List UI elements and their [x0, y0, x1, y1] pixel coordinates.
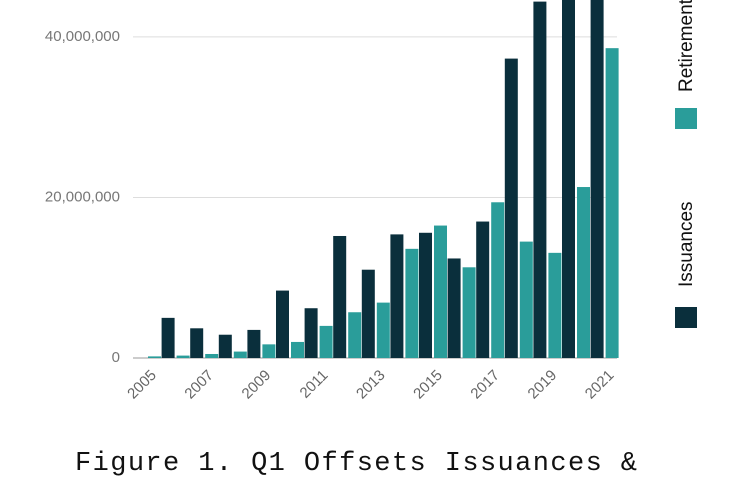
bar: [148, 356, 161, 358]
bar: [562, 0, 575, 358]
bar: [447, 258, 461, 358]
x-tick-label: 2011: [297, 367, 332, 402]
bar: [176, 355, 190, 358]
bar: [218, 334, 232, 358]
x-tick-label: 2019: [525, 367, 561, 403]
bar: [504, 58, 518, 358]
x-tick-label: 2007: [181, 367, 217, 403]
bar: [262, 344, 276, 358]
bar: [348, 312, 362, 358]
bar: [577, 187, 590, 358]
bar: [376, 302, 390, 358]
bar: [519, 241, 533, 358]
legend-label: Retirements: [676, 0, 697, 92]
bar: [233, 351, 247, 358]
x-tick-label: 2013: [353, 367, 389, 403]
bar: [333, 235, 347, 358]
bar: [434, 225, 447, 358]
legend-label: Issuances: [676, 201, 697, 287]
bar: [276, 290, 289, 358]
bar: [161, 317, 175, 358]
bar: [205, 353, 219, 358]
bar: [605, 48, 619, 358]
x-tick-label: 2009: [239, 367, 275, 403]
bar: [533, 1, 547, 358]
bar: [548, 252, 562, 358]
bar: [590, 0, 604, 358]
bar: [491, 202, 505, 358]
bar: [476, 221, 490, 358]
bar: [190, 328, 204, 358]
bar: [419, 232, 432, 358]
x-tick-label: 2015: [410, 367, 446, 403]
y-tick-label: 20,000,000: [45, 188, 120, 205]
legend-swatch: [675, 108, 697, 129]
caption: Figure 1. Q1 Offsets Issuances &: [75, 449, 637, 479]
y-tick-label: 40,000,000: [45, 28, 120, 45]
bar: [390, 234, 404, 358]
x-tick-label: 2017: [467, 367, 503, 403]
legend-swatch: [675, 307, 697, 328]
bar: [247, 329, 261, 358]
y-tick-label: 0: [112, 349, 120, 366]
x-tick-label: 2021: [582, 367, 618, 403]
x-tick-label: 2005: [124, 367, 160, 403]
bar: [405, 248, 419, 358]
bar: [291, 341, 304, 358]
bar: [319, 325, 333, 358]
bar: [361, 269, 375, 358]
bar: [462, 267, 476, 358]
bar: [304, 308, 318, 358]
